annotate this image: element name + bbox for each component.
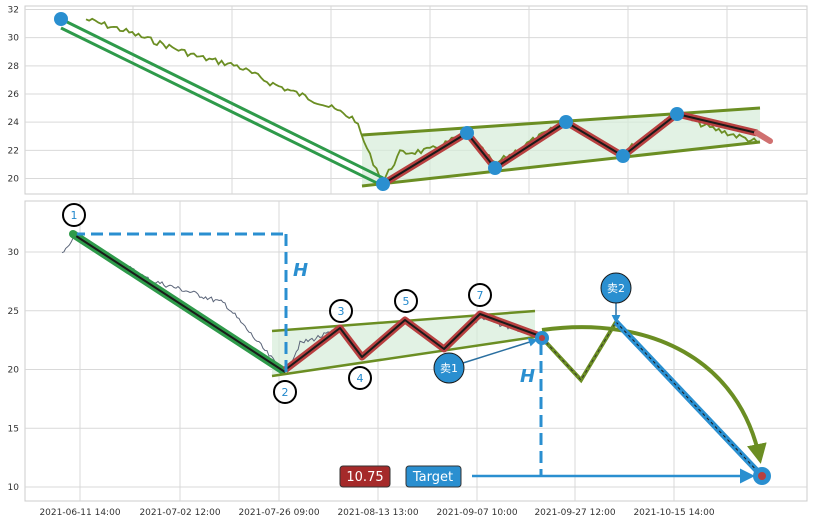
top-gridlines: [25, 6, 807, 194]
top-y-axis: 20 22 24 26 28 30 32: [8, 6, 20, 185]
svg-text:3: 3: [338, 305, 345, 318]
bottom-y-tick: 30: [8, 248, 20, 258]
point-label-2: 2: [273, 380, 297, 404]
top-downtrend-line-inner: [60, 26, 384, 188]
bottom-y-tick: 20: [8, 366, 20, 376]
top-y-tick: 26: [8, 90, 20, 100]
bottom-x-tick: 2021-08-13 13:00: [337, 508, 418, 518]
bottom-zigzag-inner: [284, 313, 541, 371]
top-y-tick: 30: [8, 34, 20, 44]
point-label-1: 1: [62, 203, 86, 227]
top-point-trough-1: [488, 161, 502, 175]
top-point-trough-2: [616, 149, 630, 163]
bottom-x-tick: 2021-06-11 14:00: [39, 508, 120, 518]
top-point-peak-2: [559, 115, 573, 129]
target-label-box: Target: [405, 465, 462, 488]
top-chart-panel: 20 22 24 26 28 30 32: [8, 5, 808, 195]
bottom-channel-lower: [271, 335, 536, 378]
bottom-y-axis: 10 15 20 25 30: [8, 248, 20, 493]
bottom-y-tick: 15: [8, 424, 19, 434]
top-downtrend-line-outer: [60, 17, 384, 180]
svg-text:1: 1: [71, 209, 78, 222]
projection-curve-arrow: [541, 325, 767, 464]
svg-text:5: 5: [403, 295, 410, 308]
svg-text:Target: Target: [412, 470, 453, 485]
top-y-tick: 28: [8, 62, 20, 72]
retest-drop-core: [615, 321, 763, 477]
svg-text:10.75: 10.75: [346, 470, 383, 485]
top-y-tick: 20: [8, 175, 20, 185]
svg-text:2: 2: [282, 386, 289, 399]
point-1-dot: [69, 230, 77, 238]
top-point-peak-1: [460, 126, 474, 140]
bottom-x-tick: 2021-10-15 14:00: [633, 508, 714, 518]
svg-text:卖2: 卖2: [607, 282, 625, 295]
top-point-peak-3: [670, 107, 684, 121]
svg-text:4: 4: [357, 372, 364, 385]
bottom-x-tick: 2021-09-07 10:00: [436, 508, 517, 518]
breakout-point-center: [539, 335, 545, 341]
point-label-4: 4: [348, 366, 372, 390]
height-label-right: H: [520, 366, 535, 387]
pullback-projection-core: [541, 321, 617, 381]
top-zigzag-tail: [754, 130, 773, 144]
bottom-y-tick: 25: [8, 307, 19, 317]
target-point-center: [758, 472, 766, 480]
bottom-x-axis: 2021-06-11 14:00 2021-07-02 12:00 2021-07-…: [39, 508, 714, 518]
top-y-tick: 24: [8, 118, 20, 128]
target-value-box: 10.75: [339, 465, 391, 488]
bottom-x-tick: 2021-07-26 09:00: [238, 508, 319, 518]
point-label-7: 7: [468, 283, 492, 307]
sell1-badge: 卖1: [433, 352, 465, 384]
top-channel-lower: [361, 140, 761, 188]
height-label-left: H: [293, 260, 308, 281]
point-label-5: 5: [394, 289, 418, 313]
top-y-tick: 22: [8, 146, 19, 156]
sell2-badge: 卖2: [600, 272, 632, 304]
top-point-start: [54, 12, 68, 26]
svg-text:7: 7: [477, 289, 484, 302]
top-point-low: [376, 177, 390, 191]
top-y-tick: 32: [8, 6, 19, 16]
sell1-arrow: [462, 337, 538, 364]
point-label-3: 3: [329, 299, 353, 323]
bottom-x-tick: 2021-07-02 12:00: [139, 508, 220, 518]
svg-text:卖1: 卖1: [440, 362, 458, 375]
bottom-y-tick: 10: [8, 483, 20, 493]
bottom-x-tick: 2021-09-27 12:00: [534, 508, 615, 518]
bottom-downtrend-core: [72, 233, 286, 373]
